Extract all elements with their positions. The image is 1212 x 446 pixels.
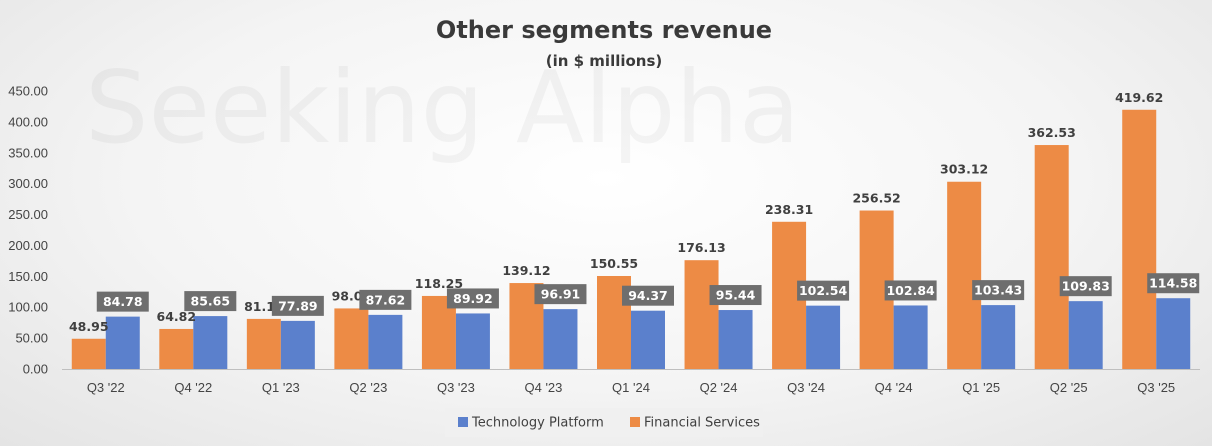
- data-label-technology-platform: 89.92: [453, 291, 493, 306]
- bar-technology-platform: [718, 310, 753, 369]
- data-label-technology-platform: 103.43: [974, 283, 1022, 298]
- bar-technology-platform: [806, 305, 841, 369]
- x-tick-label: Q3 '23: [437, 380, 475, 395]
- data-label-technology-platform: 94.37: [628, 288, 668, 303]
- data-label-technology-platform: 95.44: [716, 288, 756, 303]
- y-tick-label: 350.00: [8, 145, 48, 160]
- bar-financial-services: [334, 308, 369, 369]
- y-tick-label: 150.00: [8, 269, 48, 284]
- data-label-technology-platform: 109.83: [1062, 279, 1110, 294]
- data-label-financial-services: 362.53: [1028, 125, 1076, 140]
- x-tick-label: Q4 '22: [174, 380, 212, 395]
- bar-financial-services: [1034, 145, 1069, 369]
- bar-technology-platform: [105, 316, 140, 369]
- bar-financial-services: [684, 260, 719, 369]
- legend: Technology Platform Financial Services: [445, 408, 763, 437]
- bar-financial-services: [71, 338, 106, 369]
- data-label-technology-platform: 102.84: [886, 283, 935, 298]
- data-label-technology-platform: 85.65: [191, 294, 231, 309]
- legend-label: Technology Platform: [471, 416, 604, 431]
- x-axis: Q3 '22 Q4 '22 Q1 '23 Q2 '23 Q3 '23 Q4 '23 Q1 '…: [62, 369, 1200, 395]
- legend-label: Financial Services: [644, 416, 760, 431]
- x-tick-label: Q2 '25: [1050, 380, 1088, 395]
- data-label-box-technology-platform: [884, 280, 937, 301]
- data-label-box-technology-platform: [96, 291, 149, 312]
- y-tick-label: 200.00: [8, 238, 48, 253]
- x-tick-label: Q1 '23: [262, 380, 300, 395]
- x-tick-label: Q1 '24: [612, 380, 650, 395]
- bar-technology-platform: [193, 316, 228, 369]
- data-label-box-technology-platform: [446, 288, 499, 309]
- data-label-financial-services: 176.13: [677, 240, 725, 255]
- x-tick-label: Q1 '25: [962, 380, 1000, 395]
- data-label-financial-services: 150.55: [590, 256, 638, 271]
- x-tick-label: Q2 '24: [700, 380, 738, 395]
- x-tick-label: Q4 '24: [875, 380, 913, 395]
- y-axis: 0.00 50.00 100.00 150.00 200.00 250.00 300.00 3…: [8, 84, 48, 377]
- chart-title: Other segments revenue: [436, 16, 772, 44]
- y-tick-label: 450.00: [8, 84, 48, 99]
- chart-subtitle: (in $ millions): [546, 52, 663, 70]
- bar-technology-platform: [1068, 301, 1103, 369]
- data-label-financial-services: 303.12: [940, 162, 988, 177]
- legend-background: [445, 408, 763, 437]
- data-label-box-technology-platform: [709, 285, 762, 306]
- data-label-box-technology-platform: [359, 289, 412, 310]
- bar-financial-services: [947, 181, 982, 369]
- bar-technology-platform: [543, 309, 578, 369]
- y-tick-label: 250.00: [8, 207, 48, 222]
- data-label-technology-platform: 102.54: [799, 283, 848, 298]
- data-label-box-technology-platform: [1147, 273, 1200, 294]
- bar-technology-platform: [631, 310, 665, 369]
- bar-technology-platform: [368, 314, 403, 369]
- y-tick-label: 400.00: [8, 114, 48, 129]
- y-tick-label: 0.00: [23, 362, 48, 377]
- seeking-alpha-watermark: Seeking Alpha: [85, 49, 800, 166]
- data-label-box-technology-platform: [1059, 276, 1112, 297]
- data-label-box-technology-platform: [534, 284, 587, 305]
- x-tick-label: Q2 '23: [349, 380, 387, 395]
- bar-financial-services: [1122, 109, 1157, 369]
- data-label-box-technology-platform: [184, 291, 237, 312]
- data-label-financial-services: 238.31: [765, 202, 813, 217]
- x-tick-label: Q3 '22: [87, 380, 125, 395]
- bar-technology-platform: [981, 305, 1016, 369]
- y-tick-label: 300.00: [8, 176, 48, 191]
- data-label-technology-platform: 114.58: [1149, 276, 1197, 291]
- data-label-financial-services: 64.82: [157, 309, 197, 324]
- bar-technology-platform: [455, 313, 490, 369]
- x-tick-label: Q3 '25: [1137, 380, 1175, 395]
- data-label-box-technology-platform: [797, 280, 850, 301]
- data-label-financial-services: 118.25: [415, 276, 463, 291]
- data-label-box-technology-platform: [972, 280, 1025, 301]
- data-label-financial-services: 256.52: [852, 191, 900, 206]
- y-tick-label: 100.00: [8, 300, 48, 315]
- data-label-technology-platform: 77.89: [278, 298, 318, 313]
- legend-swatch: [458, 417, 468, 427]
- bar-technology-platform: [280, 320, 315, 369]
- y-tick-label: 50.00: [15, 331, 48, 346]
- data-label-financial-services: 419.62: [1115, 90, 1163, 105]
- data-label-technology-platform: 84.78: [103, 294, 143, 309]
- data-label-financial-services: 139.12: [502, 263, 550, 278]
- legend-swatch: [630, 417, 640, 427]
- x-tick-label: Q4 '23: [525, 380, 563, 395]
- bar-technology-platform: [893, 305, 928, 369]
- bar-financial-services: [159, 328, 194, 369]
- data-label-technology-platform: 87.62: [366, 292, 406, 307]
- data-label-technology-platform: 96.91: [541, 287, 581, 302]
- data-label-box-technology-platform: [271, 295, 324, 316]
- x-tick-label: Q3 '24: [787, 380, 825, 395]
- data-label-box-technology-platform: [622, 285, 674, 306]
- bar-technology-platform: [1156, 298, 1191, 369]
- data-label-financial-services: 48.95: [69, 319, 109, 334]
- bar-financial-services: [246, 318, 281, 369]
